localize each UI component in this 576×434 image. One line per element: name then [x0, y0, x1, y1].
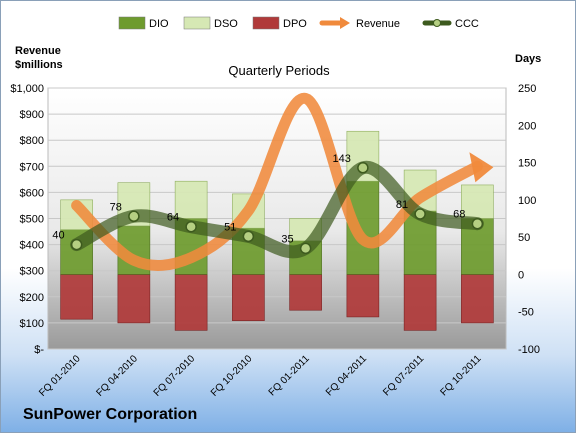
right-axis-title: Days — [515, 53, 541, 65]
legend-swatch-dpo — [252, 16, 280, 30]
revenue-arrow-head — [469, 152, 494, 183]
legend-label-dpo: DPO — [283, 18, 307, 30]
ccc-point — [185, 220, 197, 233]
x-tick-label: FQ 10-2011 — [439, 353, 484, 398]
legend-label-dio: DIO — [149, 18, 169, 30]
right-tick-label: 100 — [518, 195, 536, 207]
legend-label-ccc: CCC — [455, 18, 479, 30]
ccc-point — [128, 210, 140, 223]
left-tick-label: $1,000 — [10, 83, 44, 95]
left-tick-label: $200 — [20, 292, 44, 304]
company-name: SunPower Corporation — [23, 406, 198, 423]
ccc-point — [242, 230, 255, 243]
bar-dso — [461, 184, 494, 219]
bar-dpo — [117, 274, 151, 324]
right-tick-label: -100 — [518, 344, 540, 356]
legend-marker-ccc — [433, 19, 441, 27]
x-tick-label: FQ 04-2010 — [94, 353, 140, 399]
ccc-data-label: 68 — [453, 209, 465, 221]
bar-dpo — [461, 274, 494, 324]
ccc-point — [414, 208, 426, 220]
chart-title: Quarterly Periods — [228, 63, 330, 78]
ccc-data-label: 78 — [110, 201, 122, 213]
legend-swatch-dio — [118, 16, 146, 30]
legend-label-dso: DSO — [214, 18, 238, 30]
bar-dso — [174, 180, 208, 219]
ccc-data-label: 143 — [333, 153, 351, 165]
ccc-data-label: 81 — [396, 199, 408, 211]
left-tick-label: $400 — [20, 240, 44, 252]
bar-dpo — [174, 274, 208, 331]
bar-dpo — [346, 274, 380, 318]
left-tick-label: $900 — [20, 109, 44, 121]
right-tick-label: 0 — [518, 269, 524, 281]
left-tick-label: $100 — [20, 318, 44, 330]
ccc-point — [471, 217, 484, 230]
ccc-data-label: 51 — [224, 221, 236, 233]
left-axis-title: Revenue — [15, 45, 61, 57]
legend-arrow-revenue — [340, 17, 350, 29]
right-tick-label: 150 — [518, 158, 536, 170]
x-tick-label: FQ 07-2011 — [381, 353, 426, 398]
x-tick-label: FQ 01-2011 — [267, 353, 312, 398]
ccc-point — [357, 162, 369, 174]
ccc-data-label: 35 — [281, 233, 293, 245]
bar-dpo — [403, 274, 437, 331]
ccc-data-label: 64 — [167, 212, 179, 224]
right-tick-label: 50 — [518, 232, 530, 244]
right-tick-label: 250 — [518, 83, 536, 95]
x-tick-label: FQ 10-2010 — [209, 353, 255, 399]
x-tick-label: FQ 04-2011 — [324, 353, 369, 398]
ccc-data-label: 40 — [52, 230, 64, 242]
bar-dpo — [289, 274, 322, 311]
left-tick-label: $500 — [20, 214, 44, 226]
left-tick-label: $600 — [20, 187, 44, 199]
legend-swatch-dso — [183, 16, 211, 30]
ccc-point — [299, 242, 312, 255]
x-tick-label: FQ 07-2010 — [152, 353, 198, 399]
ccc-point — [70, 238, 83, 251]
left-tick-label: $300 — [20, 266, 44, 278]
legend-label-revenue: Revenue — [356, 18, 400, 30]
left-axis-title-unit: $millions — [15, 59, 63, 71]
bar-dpo — [60, 274, 93, 320]
ccc-line — [70, 160, 484, 259]
right-tick-label: -50 — [518, 307, 534, 319]
left-tick-label: $800 — [20, 135, 44, 147]
bar-dpo — [232, 274, 265, 321]
left-tick-label: $- — [34, 344, 44, 356]
x-tick-label: FQ 01-2010 — [37, 353, 83, 399]
left-tick-label: $700 — [20, 161, 44, 173]
right-tick-label: 200 — [518, 120, 536, 132]
